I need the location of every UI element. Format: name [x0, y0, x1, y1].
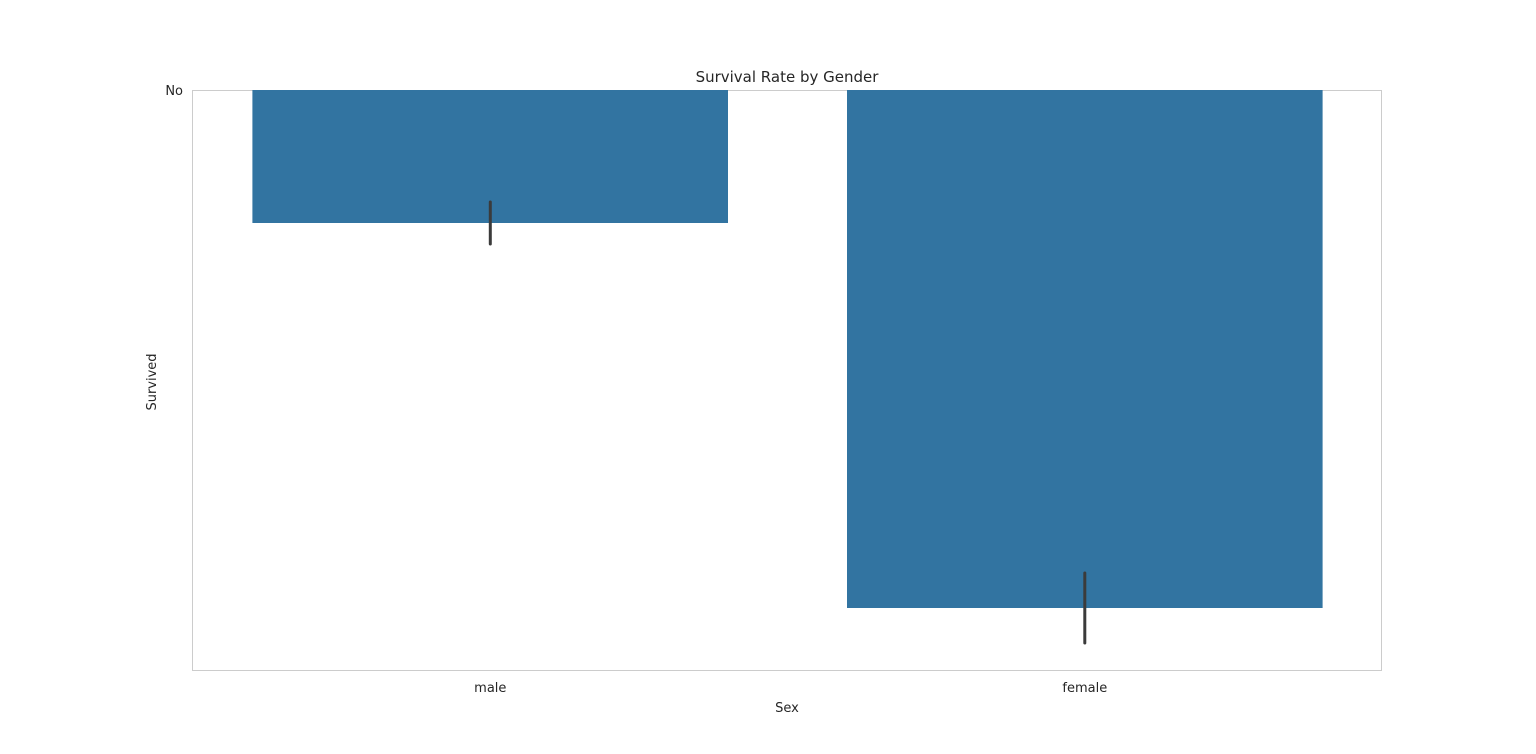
x-tick-label-male: male — [474, 681, 506, 696]
x-tick-labels: male female — [474, 681, 1107, 696]
y-tick-labels: No — [165, 84, 183, 99]
x-tick-label-female: female — [1062, 681, 1107, 696]
error-bars-layer — [488, 200, 1087, 645]
y-axis-label: Survived — [145, 353, 160, 410]
bar-female — [847, 90, 1323, 608]
bars-layer — [252, 90, 1323, 608]
chart-title: Survival Rate by Gender — [696, 68, 880, 86]
x-axis-label: Sex — [775, 701, 799, 716]
y-tick-label: No — [165, 84, 183, 99]
plot-area-frame — [192, 90, 1382, 671]
